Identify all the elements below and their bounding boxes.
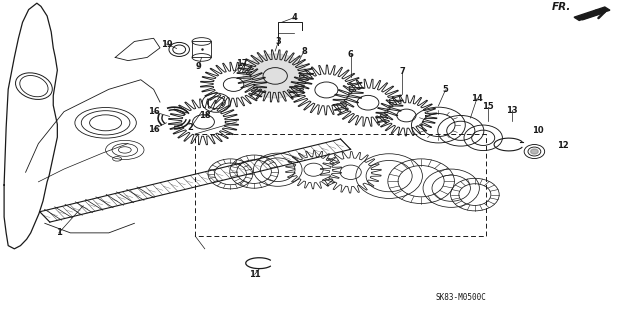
Text: 12: 12: [557, 141, 569, 150]
Ellipse shape: [531, 149, 538, 154]
Text: 19: 19: [161, 40, 172, 48]
Ellipse shape: [243, 54, 307, 98]
Text: 9: 9: [196, 63, 201, 71]
Text: 16: 16: [148, 125, 159, 134]
Text: 7: 7: [399, 67, 404, 76]
Text: 16: 16: [148, 107, 159, 116]
Text: SK83-M0500C: SK83-M0500C: [435, 293, 486, 302]
Text: 5: 5: [442, 85, 449, 94]
Text: 6: 6: [348, 50, 354, 59]
Text: 18: 18: [199, 111, 211, 120]
Text: 11: 11: [249, 270, 260, 279]
Text: 14: 14: [471, 94, 483, 103]
Text: 3: 3: [276, 37, 281, 46]
Text: 2: 2: [188, 123, 194, 132]
Text: 8: 8: [301, 47, 307, 56]
Text: 17: 17: [236, 59, 248, 68]
Text: 15: 15: [482, 102, 493, 111]
Polygon shape: [574, 7, 610, 20]
Text: 4: 4: [291, 13, 298, 22]
Text: 1: 1: [56, 228, 62, 237]
Text: 10: 10: [532, 126, 543, 135]
Text: 13: 13: [506, 106, 518, 115]
Text: FR.: FR.: [552, 3, 572, 12]
